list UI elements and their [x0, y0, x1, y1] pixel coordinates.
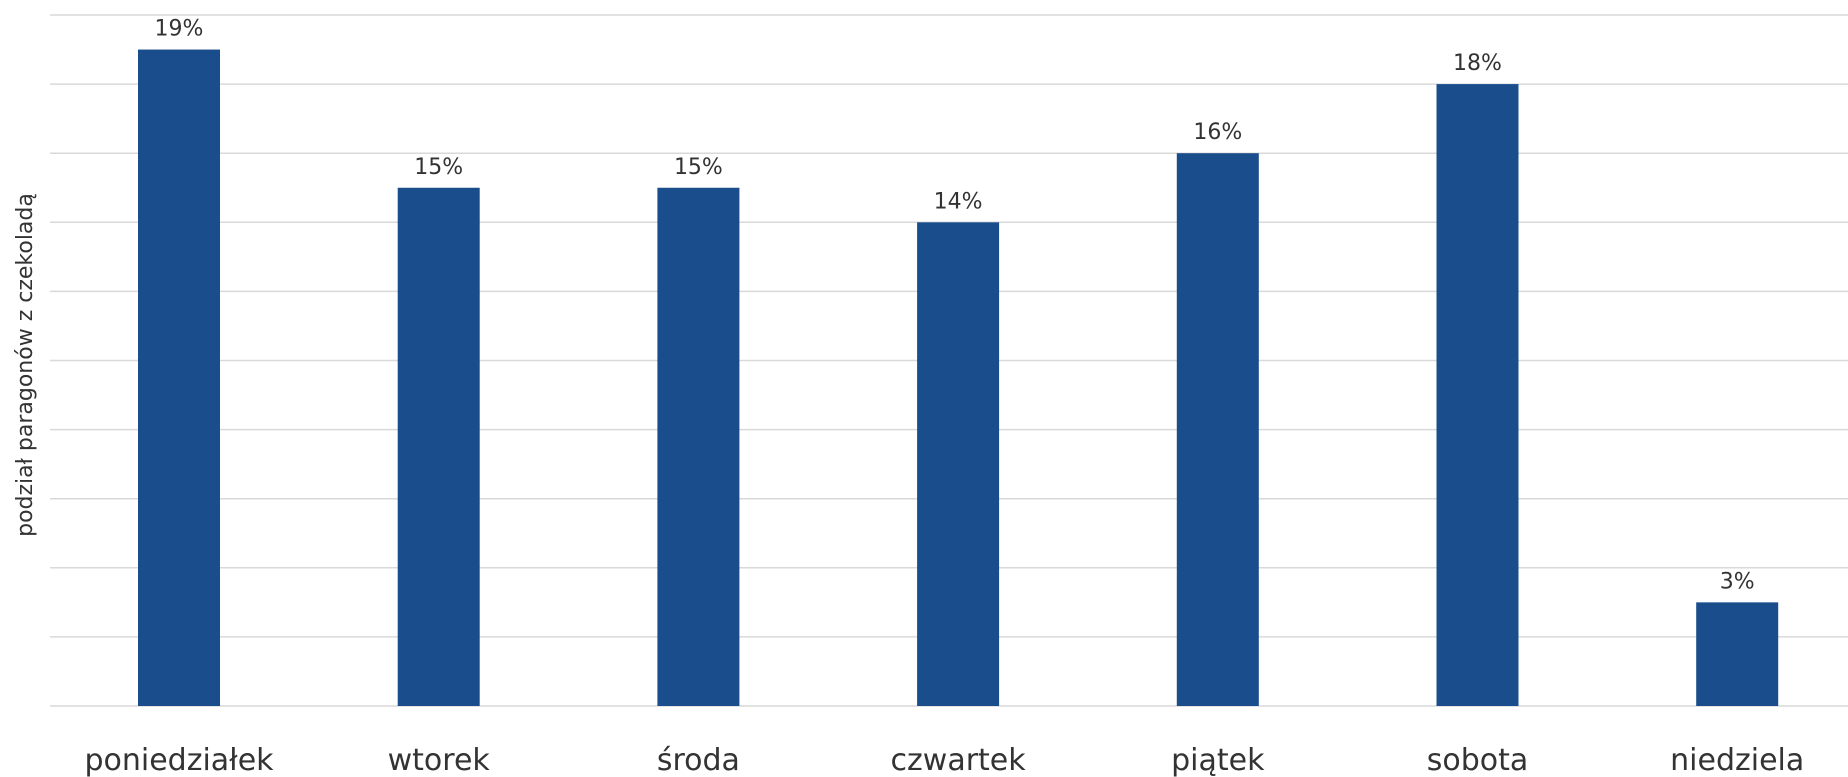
bars: [138, 49, 1779, 707]
data-label-5: 18%: [1453, 51, 1502, 76]
category-labels: poniedziałek wtorek środa czwartek piątek sob…: [84, 743, 1804, 777]
bar-0: [138, 49, 220, 707]
data-label-2: 15%: [674, 155, 723, 180]
category-label-5: sobota: [1427, 743, 1529, 777]
bar-2: [657, 187, 740, 706]
data-label-6: 3%: [1720, 569, 1755, 594]
category-label-4: piątek: [1171, 743, 1265, 777]
category-label-1: wtorek: [388, 743, 491, 777]
data-labels: 19% 15% 15% 14% 16% 18% 3%: [155, 17, 1755, 595]
category-label-3: czwartek: [891, 743, 1027, 777]
data-label-4: 16%: [1193, 120, 1242, 145]
data-label-1: 15%: [414, 155, 463, 180]
category-label-0: poniedziałek: [84, 743, 274, 777]
bar-6: [1696, 602, 1779, 706]
category-label-6: niedziela: [1670, 743, 1804, 777]
y-axis-title: podział paragonów z czekoladą: [13, 193, 38, 537]
data-label-3: 14%: [934, 189, 983, 214]
data-label-0: 19%: [155, 17, 204, 42]
bar-3: [917, 222, 1000, 707]
bar-5: [1436, 84, 1519, 707]
bar-1: [397, 187, 480, 706]
category-label-2: środa: [657, 743, 740, 777]
bar-4: [1176, 153, 1259, 706]
